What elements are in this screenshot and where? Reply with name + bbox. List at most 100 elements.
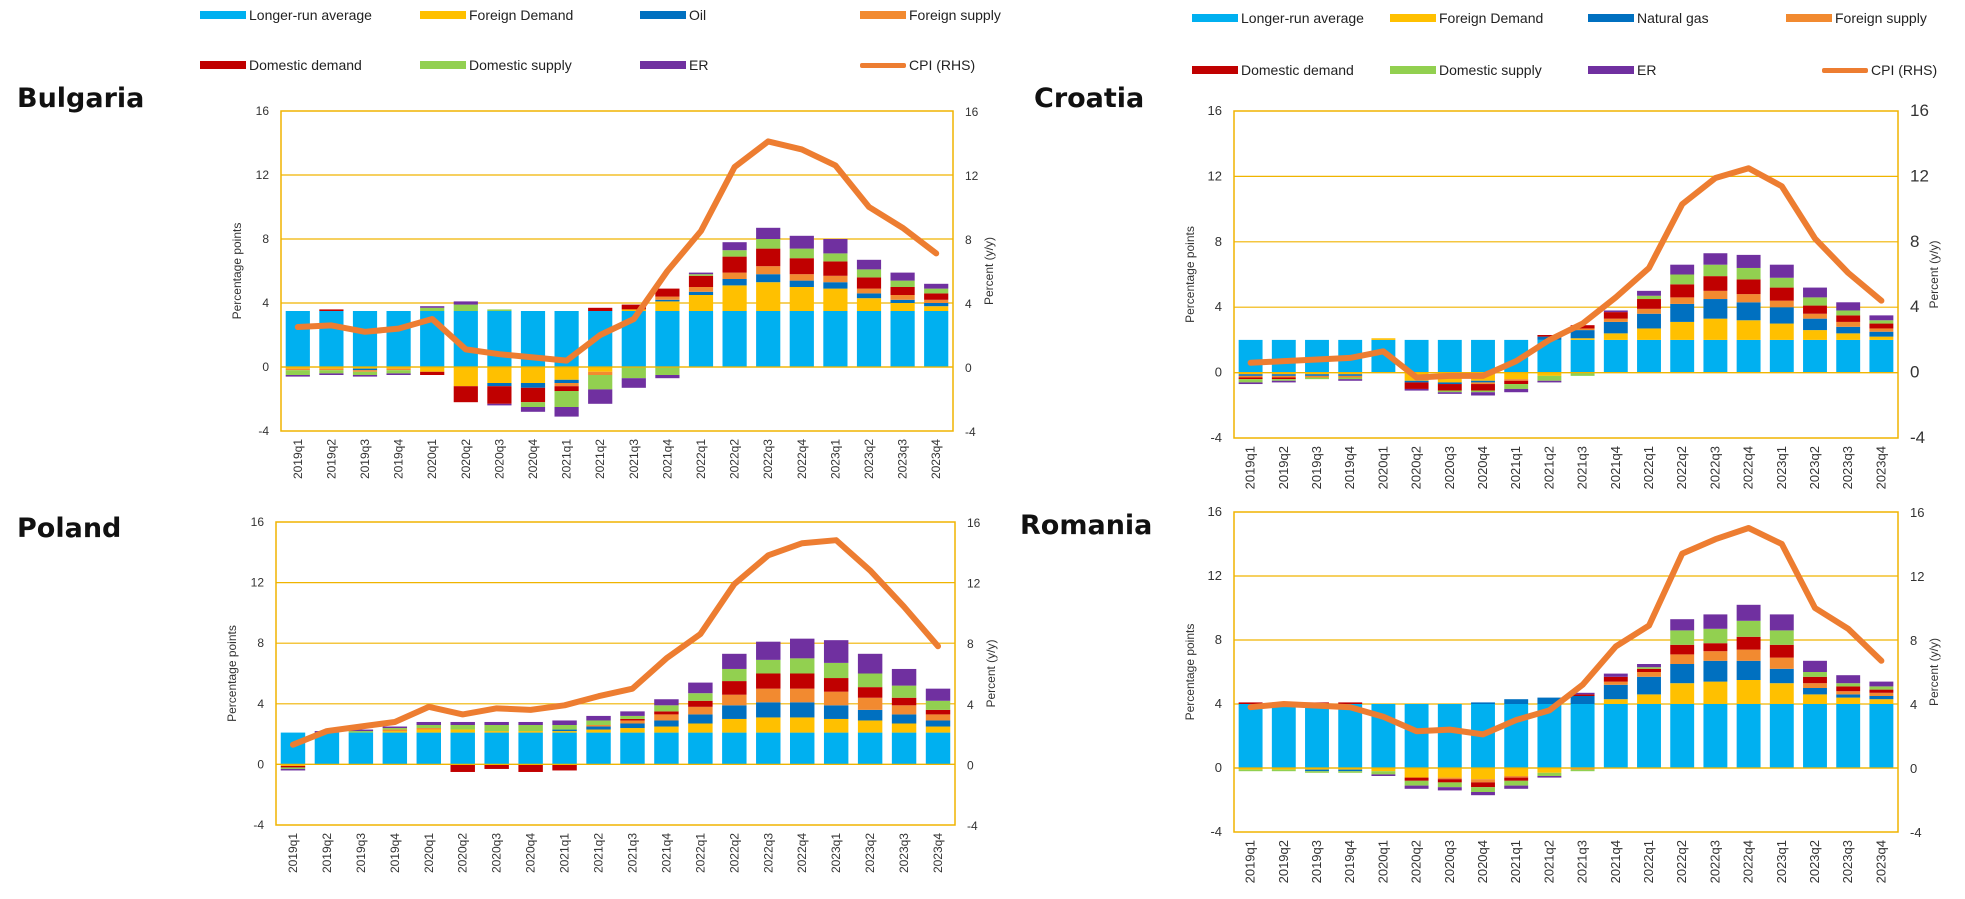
bar-segment [654, 726, 679, 733]
bar-segment [382, 731, 408, 733]
y-tick-label: 16 [1208, 103, 1222, 118]
bar-segment [1869, 696, 1894, 700]
x-tick-label: 2021q3 [1575, 446, 1590, 489]
bar-segment [1603, 333, 1628, 340]
bar-segment [1437, 777, 1462, 780]
bar-segment [1305, 377, 1329, 380]
bar-segment [518, 764, 543, 772]
bar-segment [1570, 339, 1595, 373]
bar-segment [1338, 379, 1363, 381]
bar-segment [1670, 683, 1695, 704]
bar-segment [1305, 769, 1329, 772]
bar-segment [285, 367, 310, 369]
x-tick-label: 2022q1 [693, 833, 707, 873]
bar-segment [1271, 769, 1296, 772]
y2-tick-label: -4 [1910, 428, 1925, 447]
legend-swatch [1390, 14, 1436, 22]
x-tick-label: 2022q3 [1707, 840, 1722, 883]
bar-segment [790, 658, 815, 674]
bar-segment [1437, 787, 1462, 791]
y-tick-label: 0 [262, 360, 269, 374]
bar-segment [756, 717, 781, 733]
bar-segment [1836, 315, 1861, 322]
x-tick-label: 2020q3 [1442, 446, 1457, 489]
country-title-bulgaria: Bulgaria [17, 83, 145, 114]
bar-segment [1670, 654, 1695, 664]
bar-segment [1736, 279, 1761, 295]
bar-segment [925, 700, 951, 710]
bar-segment [688, 714, 713, 724]
y-tick-label: -4 [1210, 430, 1222, 445]
bar-segment [1504, 704, 1529, 768]
bar-segment [621, 378, 646, 388]
y2-axis-title: Percent (y/y) [984, 639, 998, 707]
bar-segment [857, 720, 883, 733]
bar-segment [1238, 339, 1263, 373]
bar-segment [891, 723, 917, 733]
bar-segment [1238, 769, 1263, 772]
y-tick-label: 0 [1215, 365, 1222, 380]
bar-segment [1836, 697, 1861, 704]
bar-segment [1404, 780, 1429, 786]
bar-segment [823, 311, 848, 367]
legend-item: Foreign Demand [1390, 10, 1543, 26]
plot-frame [1233, 511, 1899, 833]
x-tick-label: 2022q4 [795, 439, 809, 479]
legend-item: Oil [640, 7, 706, 23]
legend-swatch [420, 11, 466, 19]
bar-segment [450, 729, 475, 733]
bar-segment [655, 299, 680, 302]
bar-segment [890, 280, 915, 287]
bar-segment [1404, 339, 1429, 373]
x-tick-label: 2019q4 [1342, 840, 1357, 883]
bar-segment [450, 725, 475, 730]
plot-frame [280, 110, 954, 432]
bar-segment [756, 641, 781, 660]
bar-segment [789, 287, 814, 311]
bar-segment [552, 764, 577, 771]
bar-segment [722, 705, 747, 719]
bar-segment [1271, 704, 1296, 768]
bar-segment [621, 367, 646, 379]
bar-segment [1570, 768, 1595, 770]
bar-segment [1803, 339, 1827, 373]
bar-segment [588, 389, 613, 404]
bar-segment [890, 272, 915, 281]
bar-segment [450, 764, 475, 772]
x-tick-label: 2022q1 [1641, 446, 1656, 489]
y-tick-label: 12 [256, 168, 270, 182]
bar-segment [382, 728, 408, 730]
bar-segment [823, 282, 848, 289]
bar-segment [487, 311, 512, 367]
bar-segment [1471, 702, 1495, 704]
bar-segment [823, 640, 849, 663]
bar-segment [1803, 330, 1827, 340]
bar-segment [1338, 769, 1363, 772]
bar-segment [1637, 299, 1661, 309]
x-tick-label: 2023q2 [1807, 840, 1822, 883]
bar-segment [1537, 768, 1562, 773]
bar-segment [487, 386, 512, 404]
bar-segment [552, 731, 577, 733]
bar-segment [554, 367, 579, 380]
bar-segment [790, 702, 815, 718]
bar-segment [1338, 377, 1363, 380]
bar-segment [1670, 264, 1695, 275]
legend-label: Domestic demand [1241, 62, 1354, 78]
bar-segment [620, 711, 645, 716]
bar-segment [352, 375, 378, 377]
bar-segment [756, 227, 781, 239]
bar-segment [1769, 630, 1794, 645]
legend-label: Natural gas [1637, 10, 1709, 26]
bar-segment [1437, 779, 1462, 783]
x-tick-label: 2023q2 [863, 833, 877, 873]
bar-segment [382, 729, 408, 732]
bar-segment [890, 303, 915, 311]
bar-segment [654, 699, 679, 706]
y-tick-label: 12 [251, 576, 265, 590]
bar-segment [1570, 704, 1595, 768]
bar-segment [1736, 649, 1761, 661]
bar-segment [487, 367, 512, 383]
legend-label: Domestic demand [249, 57, 362, 73]
bar-segment [1504, 388, 1529, 393]
